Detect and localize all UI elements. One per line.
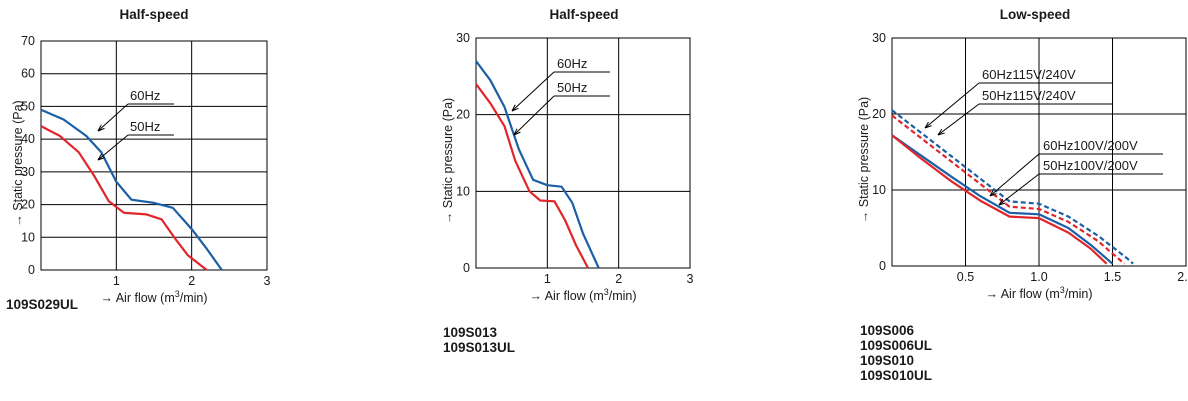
x-axis-label: → Air flow (m3/min) bbox=[100, 289, 207, 305]
model-name: 109S010UL bbox=[860, 368, 933, 383]
y-tick-label: 20 bbox=[456, 108, 470, 122]
annotation-label: 60Hz100V/200V bbox=[1043, 138, 1138, 153]
model-name: 109S010 bbox=[860, 353, 915, 368]
annotation: 50Hz bbox=[97, 119, 174, 161]
annotation-leader bbox=[989, 153, 1040, 197]
x-tick-label: 3 bbox=[687, 272, 694, 286]
annotation: 60Hz bbox=[97, 88, 174, 132]
annotation-arrowhead bbox=[513, 128, 521, 136]
y-tick-label: 0 bbox=[879, 259, 886, 273]
x-tick-label: 1.0 bbox=[1030, 270, 1047, 284]
y-tick-label: 50 bbox=[21, 99, 35, 113]
series-line-60hz bbox=[475, 60, 600, 269]
model-name: 109S013 bbox=[443, 325, 498, 340]
y-tick-label: 0 bbox=[463, 261, 470, 275]
annotation-leader bbox=[97, 134, 129, 161]
annotation-arrowhead bbox=[511, 104, 519, 112]
y-axis-label: → Static pressure (Pa) bbox=[857, 97, 871, 223]
annotation-arrowhead bbox=[989, 189, 997, 197]
series-line-50hz100v-200v bbox=[891, 134, 1108, 265]
chart-2: Half-speed 0 10 20 30 1 2 3 → Air flow (m3/min) →… bbox=[441, 7, 694, 303]
x-tick-label: 2 bbox=[615, 272, 622, 286]
plot-frame bbox=[40, 40, 268, 271]
x-tick-label: 2.0 bbox=[1177, 270, 1188, 284]
x-tick-label: 1 bbox=[113, 274, 120, 288]
y-axis-label: → Static pressure (Pa) bbox=[11, 100, 25, 226]
model-name: 109S013UL bbox=[443, 340, 516, 355]
y-tick-label: 40 bbox=[21, 132, 35, 146]
x-tick-label: 2 bbox=[188, 274, 195, 288]
series-line-60hz bbox=[40, 108, 223, 271]
chart-title: Half-speed bbox=[549, 7, 618, 22]
annotation-arrowhead bbox=[937, 128, 945, 136]
chart-1: Half-speed 0 10 20 30 40 50 60 70 1 2 3 → Air flow (… bbox=[11, 7, 271, 305]
plot-frame bbox=[891, 37, 1187, 267]
y-tick-label: 70 bbox=[21, 34, 35, 48]
annotation-label: 60Hz bbox=[130, 88, 160, 103]
y-tick-label: 60 bbox=[21, 67, 35, 81]
model-names-1: 109S029UL bbox=[6, 297, 78, 312]
annotation-leader bbox=[998, 173, 1040, 206]
annotation-label: 50Hz115V/240V bbox=[982, 88, 1076, 103]
annotation: 50Hz bbox=[513, 80, 610, 136]
annotation-label: 50Hz bbox=[130, 119, 160, 134]
grid bbox=[476, 38, 690, 268]
plot-frame bbox=[475, 37, 691, 269]
series-line-50hz115v-240v bbox=[891, 114, 1126, 265]
y-axis-label: → Static pressure (Pa) bbox=[441, 98, 455, 224]
annotation-leader bbox=[937, 103, 980, 136]
annotation-label: 50Hz100V/200V bbox=[1043, 158, 1138, 173]
x-tick-label: 1 bbox=[544, 272, 551, 286]
annotation-leader bbox=[513, 95, 555, 136]
chart-title: Low-speed bbox=[1000, 7, 1071, 22]
y-tick-label: 20 bbox=[21, 198, 35, 212]
y-tick-label: 10 bbox=[21, 230, 35, 244]
annotation-leader bbox=[97, 103, 129, 132]
annotation-label: 50Hz bbox=[557, 80, 587, 95]
y-tick-label: 10 bbox=[872, 183, 886, 197]
series-line-60hz100v-200v bbox=[891, 134, 1114, 265]
model-names-2: 109S013 109S013UL bbox=[443, 325, 515, 355]
series-line-50hz bbox=[475, 83, 589, 269]
grid bbox=[892, 38, 1186, 266]
chart-title: Half-speed bbox=[119, 7, 188, 22]
annotation-leader bbox=[924, 82, 980, 129]
annotation: 60Hz115V/240V bbox=[924, 67, 1112, 129]
y-tick-label: 0 bbox=[28, 263, 35, 277]
annotation-label: 60Hz115V/240V bbox=[982, 67, 1076, 82]
grid bbox=[41, 41, 267, 270]
series-line-60hz115v-240v bbox=[891, 109, 1134, 265]
annotation-arrowhead bbox=[97, 124, 105, 132]
y-tick-label: 20 bbox=[872, 107, 886, 121]
x-axis-label: → Air flow (m3/min) bbox=[985, 285, 1092, 301]
model-names-3: 109S006 109S006UL 109S010 109S010UL bbox=[860, 323, 932, 383]
annotation: 60Hz100V/200V bbox=[989, 138, 1163, 197]
annotation: 50Hz100V/200V bbox=[998, 158, 1163, 206]
annotation-arrowhead bbox=[998, 198, 1006, 206]
annotation-leader bbox=[511, 71, 555, 112]
x-tick-label: 0.5 bbox=[957, 270, 974, 284]
model-name: 109S006UL bbox=[860, 338, 933, 353]
annotation: 60Hz bbox=[511, 56, 610, 112]
annotation-arrowhead bbox=[924, 121, 932, 129]
y-tick-label: 30 bbox=[872, 31, 886, 45]
x-tick-label: 1.5 bbox=[1104, 270, 1121, 284]
annotation-arrowhead bbox=[97, 153, 105, 161]
series-line-50hz bbox=[40, 125, 208, 271]
y-tick-label: 10 bbox=[456, 184, 470, 198]
x-axis-label: → Air flow (m3/min) bbox=[529, 287, 636, 303]
x-tick-label: 3 bbox=[264, 274, 271, 288]
model-name: 109S029UL bbox=[6, 297, 79, 312]
model-name: 109S006 bbox=[860, 323, 915, 338]
y-tick-label: 30 bbox=[21, 165, 35, 179]
annotation: 50Hz115V/240V bbox=[937, 88, 1112, 136]
chart-3: Low-speed 0 10 20 30 0.5 1.0 1.5 2.0 → Air flow (… bbox=[857, 7, 1188, 301]
y-tick-label: 30 bbox=[456, 31, 470, 45]
annotation-label: 60Hz bbox=[557, 56, 587, 71]
